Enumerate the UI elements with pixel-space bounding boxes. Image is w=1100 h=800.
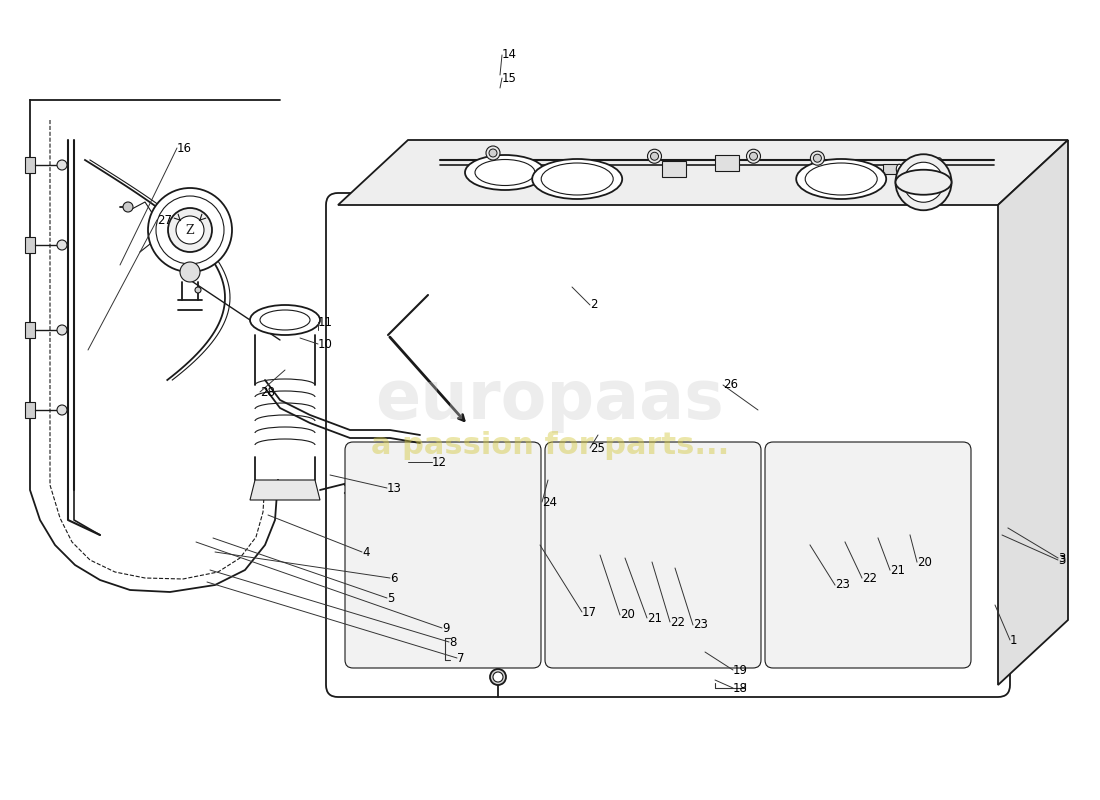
Circle shape bbox=[180, 262, 200, 282]
Circle shape bbox=[490, 669, 506, 685]
Text: 18: 18 bbox=[733, 682, 748, 694]
Ellipse shape bbox=[250, 305, 320, 335]
Text: 11: 11 bbox=[318, 315, 333, 329]
Ellipse shape bbox=[465, 155, 544, 190]
Text: 7: 7 bbox=[456, 651, 464, 665]
Circle shape bbox=[493, 672, 503, 682]
Circle shape bbox=[813, 154, 822, 162]
Text: 2: 2 bbox=[590, 298, 597, 311]
Ellipse shape bbox=[260, 310, 310, 330]
Circle shape bbox=[895, 154, 952, 210]
Text: 20: 20 bbox=[620, 609, 635, 622]
Circle shape bbox=[811, 151, 824, 166]
Text: a passion for parts...: a passion for parts... bbox=[371, 430, 729, 459]
Ellipse shape bbox=[896, 164, 902, 174]
Text: 3: 3 bbox=[1058, 551, 1066, 565]
Text: 16: 16 bbox=[177, 142, 192, 154]
Polygon shape bbox=[338, 140, 1068, 205]
Text: 21: 21 bbox=[647, 611, 662, 625]
Text: 10: 10 bbox=[318, 338, 333, 350]
Text: Z: Z bbox=[186, 223, 195, 237]
FancyBboxPatch shape bbox=[326, 193, 1010, 697]
Text: 22: 22 bbox=[862, 571, 877, 585]
Polygon shape bbox=[715, 154, 739, 170]
Text: 4: 4 bbox=[362, 546, 370, 558]
Polygon shape bbox=[250, 480, 320, 500]
Circle shape bbox=[490, 149, 497, 157]
Polygon shape bbox=[883, 164, 900, 174]
Polygon shape bbox=[25, 237, 35, 253]
Circle shape bbox=[747, 150, 760, 163]
Polygon shape bbox=[25, 402, 35, 418]
Text: 23: 23 bbox=[835, 578, 850, 591]
Text: 1: 1 bbox=[1010, 634, 1018, 646]
Text: europaas: europaas bbox=[375, 367, 725, 433]
Text: 26: 26 bbox=[723, 378, 738, 391]
Circle shape bbox=[57, 325, 67, 335]
Text: 22: 22 bbox=[670, 615, 685, 629]
Text: 24: 24 bbox=[542, 495, 557, 509]
Text: 20: 20 bbox=[917, 555, 932, 569]
Circle shape bbox=[486, 146, 500, 160]
Circle shape bbox=[57, 405, 67, 415]
Polygon shape bbox=[25, 157, 35, 173]
Text: 5: 5 bbox=[387, 591, 395, 605]
Circle shape bbox=[148, 188, 232, 272]
Circle shape bbox=[903, 162, 944, 202]
Text: 21: 21 bbox=[890, 563, 905, 577]
Ellipse shape bbox=[532, 159, 623, 199]
Text: 6: 6 bbox=[390, 571, 397, 585]
Circle shape bbox=[195, 287, 201, 293]
Text: 15: 15 bbox=[502, 71, 517, 85]
Text: 17: 17 bbox=[582, 606, 597, 618]
Circle shape bbox=[57, 160, 67, 170]
FancyBboxPatch shape bbox=[345, 442, 541, 668]
Text: 9: 9 bbox=[442, 622, 450, 634]
Polygon shape bbox=[661, 162, 685, 178]
Text: 12: 12 bbox=[432, 455, 447, 469]
Polygon shape bbox=[923, 158, 939, 168]
Circle shape bbox=[749, 152, 758, 160]
Ellipse shape bbox=[805, 163, 877, 195]
Circle shape bbox=[123, 202, 133, 212]
Ellipse shape bbox=[475, 159, 535, 186]
Circle shape bbox=[168, 208, 212, 252]
Text: 19: 19 bbox=[733, 663, 748, 677]
Ellipse shape bbox=[796, 159, 887, 199]
Ellipse shape bbox=[936, 158, 943, 168]
Ellipse shape bbox=[541, 163, 613, 195]
Circle shape bbox=[648, 150, 661, 163]
Text: 23: 23 bbox=[693, 618, 708, 631]
FancyBboxPatch shape bbox=[764, 442, 971, 668]
FancyBboxPatch shape bbox=[544, 442, 761, 668]
Circle shape bbox=[156, 196, 224, 264]
Circle shape bbox=[176, 216, 204, 244]
Polygon shape bbox=[998, 140, 1068, 685]
Text: 25: 25 bbox=[590, 442, 605, 454]
Text: 14: 14 bbox=[502, 49, 517, 62]
Text: 28: 28 bbox=[260, 386, 275, 398]
Text: 13: 13 bbox=[387, 482, 402, 494]
Text: 27: 27 bbox=[157, 214, 172, 226]
Polygon shape bbox=[25, 322, 35, 338]
Ellipse shape bbox=[895, 170, 952, 194]
Text: 3: 3 bbox=[1058, 554, 1066, 566]
Circle shape bbox=[650, 152, 659, 160]
Circle shape bbox=[57, 240, 67, 250]
Text: 8: 8 bbox=[449, 635, 456, 649]
